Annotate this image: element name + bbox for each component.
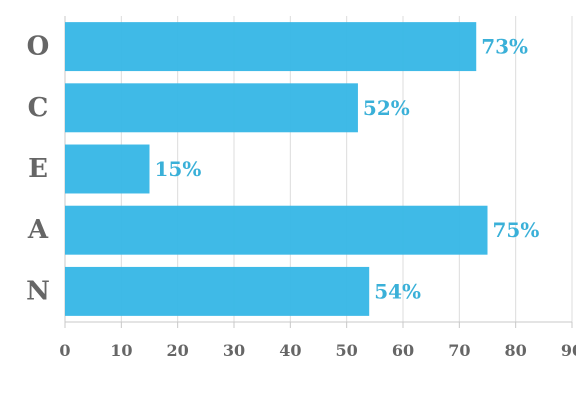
labels: O 73% C 52% E 15% A 75% N 54% — [26, 32, 539, 307]
x-tick-label-60: 60 — [392, 341, 414, 360]
bar-O — [65, 22, 477, 72]
bar-A — [65, 205, 488, 255]
category-label-O: O — [27, 32, 50, 62]
category-label-N: N — [26, 276, 50, 306]
bar-C — [65, 83, 358, 133]
x-tick-label-50: 50 — [336, 341, 358, 360]
x-tick-label-40: 40 — [279, 341, 301, 360]
bar-E — [65, 144, 150, 194]
value-label-N: 54% — [374, 279, 421, 303]
value-label-E: 15% — [155, 157, 202, 181]
category-label-E: E — [28, 154, 48, 184]
x-tick-label-80: 80 — [505, 341, 527, 360]
x-tick-label-30: 30 — [223, 341, 245, 360]
value-label-C: 52% — [363, 96, 410, 120]
x-tick-label-70: 70 — [448, 341, 470, 360]
category-label-A: A — [27, 215, 49, 245]
x-tick-label-0: 0 — [59, 341, 70, 360]
x-axis: 0 10 20 30 40 50 60 70 80 90 — [59, 321, 576, 360]
x-tick-label-10: 10 — [110, 341, 132, 360]
x-tick-label-90: 90 — [561, 341, 576, 360]
x-tick-label-20: 20 — [167, 341, 189, 360]
bars — [65, 22, 488, 316]
value-label-O: 73% — [481, 35, 528, 59]
category-label-C: C — [28, 93, 49, 123]
value-label-A: 75% — [493, 218, 540, 242]
bar-N — [65, 266, 370, 316]
